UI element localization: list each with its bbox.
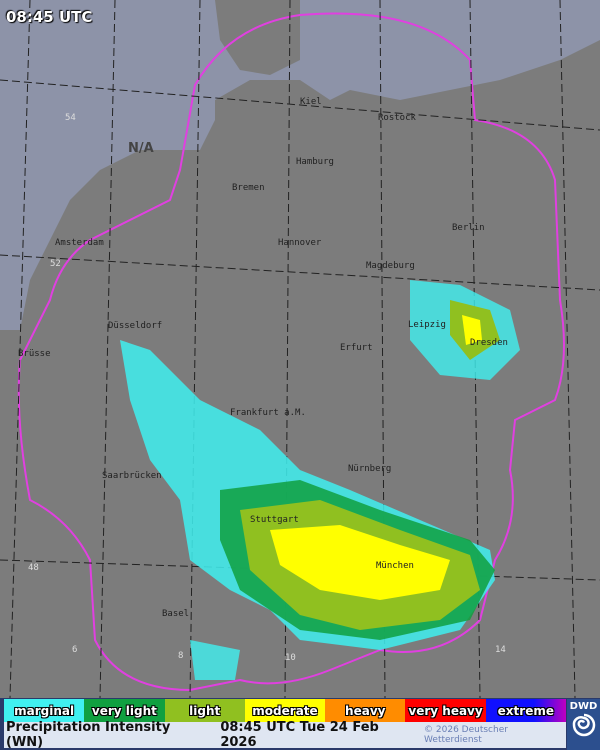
legend-heavy: heavy <box>325 699 406 722</box>
legend-very-light: very light <box>84 699 165 722</box>
radar-coverage-outline <box>17 12 565 692</box>
city-label: Hamburg <box>296 157 334 167</box>
city-labels: Rostock Kiel Hamburg Bremen Amsterdam Ha… <box>18 97 508 619</box>
precipitation <box>120 280 520 680</box>
city-label: Bremen <box>232 183 265 193</box>
city-label: Hannover <box>278 238 322 248</box>
product-title: Precipitation Intensity (WN) <box>6 720 171 750</box>
city-label: Stuttgart <box>250 515 299 525</box>
city-label: Magdeburg <box>366 261 415 271</box>
city-label: Amsterdam <box>55 238 104 248</box>
city-label: Brüsse <box>18 349 51 359</box>
city-label: Basel <box>162 609 189 619</box>
grid-label-48: 48 <box>28 563 39 573</box>
city-label: Erfurt <box>340 343 373 353</box>
legend-very-heavy: very heavy <box>405 699 486 722</box>
radar-map[interactable]: 54 52 48 6 8 10 14 N/A Rostock Kiel Hamb… <box>0 0 600 698</box>
footer: Precipitation Intensity (WN) 08:45 UTC T… <box>4 720 566 750</box>
dwd-logo: DWD <box>567 699 600 750</box>
city-label: Frankfurt a.M. <box>230 408 306 418</box>
grid-label-52: 52 <box>50 259 61 269</box>
time-overlay: 08:45 UTC <box>6 8 93 26</box>
dwd-logo-text: DWD <box>569 701 598 712</box>
city-label: Leipzig <box>408 320 446 330</box>
city-label: Nürnberg <box>348 464 391 474</box>
na-label: N/A <box>128 141 154 156</box>
legend-light: light <box>164 699 245 722</box>
precipitation-legend: marginal very light light moderate heavy… <box>4 699 566 722</box>
city-label: Berlin <box>452 223 485 233</box>
city-label: München <box>376 561 414 571</box>
city-label: Düsseldorf <box>108 321 162 331</box>
legend-moderate: moderate <box>244 699 326 722</box>
city-label: Rostock <box>378 113 417 123</box>
grid-label-54: 54 <box>65 113 76 123</box>
city-label: Kiel <box>300 97 322 107</box>
timestamp: 08:45 UTC Tue 24 Feb 2026 <box>220 720 379 750</box>
grid-label-6: 6 <box>72 645 77 655</box>
copyright: © 2026 Deutscher Wetterdienst <box>424 725 508 745</box>
legend-extreme: extreme <box>485 699 566 722</box>
grid-label-14: 14 <box>495 645 506 655</box>
grid-label-10: 10 <box>285 653 296 663</box>
grid-label-8: 8 <box>178 651 183 661</box>
legend-marginal: marginal <box>4 699 85 722</box>
swirl-icon <box>572 713 595 737</box>
city-label: Saarbrücken <box>102 471 162 481</box>
city-label: Dresden <box>470 338 508 348</box>
